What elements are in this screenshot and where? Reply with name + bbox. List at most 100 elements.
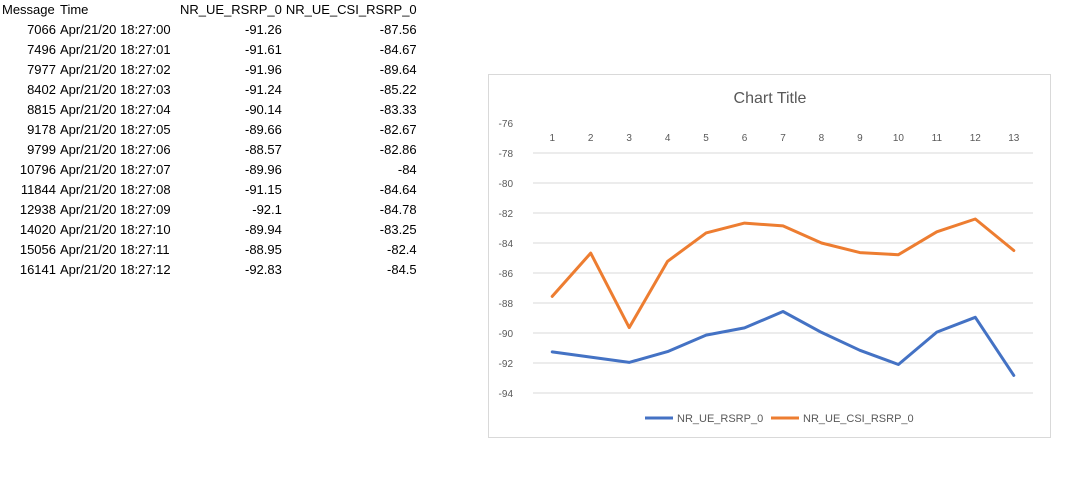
chart-canvas: Chart Title -76-78-80-82-84-86-88-90-92-… — [499, 90, 1033, 425]
cell-message: 7066 — [27, 22, 56, 37]
cell-nr-ue-csi-rsrp: -84.78 — [379, 202, 417, 217]
table-header-row: Message Time NR_UE_RSRP_0 NR_UE_CSI_RSRP… — [0, 0, 419, 20]
y-tick-label: -76 — [499, 119, 514, 130]
y-tick-label: -94 — [499, 389, 514, 400]
y-tick-label: -88 — [499, 299, 514, 310]
x-tick-label: 9 — [857, 133, 863, 144]
cell-message: 7496 — [27, 42, 56, 57]
legend: NR_UE_RSRP_0 NR_UE_CSI_RSRP_0 — [645, 413, 914, 425]
cell-time: Apr/21/20 18:27:08 — [60, 182, 171, 197]
data-table: Message Time NR_UE_RSRP_0 NR_UE_CSI_RSRP… — [0, 0, 419, 280]
cell-nr-ue-rsrp: -91.26 — [245, 22, 282, 37]
cell-nr-ue-rsrp: -91.24 — [245, 82, 282, 97]
series-lines — [550, 217, 1016, 377]
cell-nr-ue-csi-rsrp: -82.4 — [387, 242, 417, 257]
cell-nr-ue-rsrp: -92.1 — [252, 202, 282, 217]
cell-nr-ue-csi-rsrp: -84 — [397, 162, 417, 177]
cell-message: 8402 — [27, 82, 56, 97]
cell-time: Apr/21/20 18:27:02 — [60, 62, 171, 77]
x-tick-label: 10 — [893, 133, 905, 144]
x-tick-label: 13 — [1008, 133, 1020, 144]
cell-time: Apr/21/20 18:27:07 — [60, 162, 171, 177]
cell-time: Apr/21/20 18:27:12 — [60, 262, 171, 277]
cell-message: 8815 — [27, 102, 56, 117]
y-tick-label: -78 — [499, 149, 514, 160]
table-row: 7066 Apr/21/20 18:27:00 -91.26 -87.56 — [0, 20, 419, 40]
cell-nr-ue-csi-rsrp: -82.86 — [379, 142, 417, 157]
cell-nr-ue-rsrp: -90.14 — [245, 102, 282, 117]
x-tick-label: 12 — [970, 133, 982, 144]
cell-message: 15056 — [19, 242, 56, 257]
cell-nr-ue-csi-rsrp: -84.67 — [379, 42, 417, 57]
header-nr-ue-csi-rsrp: NR_UE_CSI_RSRP_0 — [285, 2, 417, 17]
x-tick-label: 7 — [780, 133, 786, 144]
line-chart: Chart Title -76 -78 -80 -82 -84 -86 -88 -90 -92-… — [488, 74, 1051, 438]
cell-nr-ue-rsrp: -91.96 — [245, 62, 282, 77]
cell-message: 16141 — [19, 262, 56, 277]
legend-label: NR_UE_RSRP_0 — [677, 413, 763, 425]
cell-nr-ue-csi-rsrp: -82.67 — [379, 122, 417, 137]
legend-label: NR_UE_CSI_RSRP_0 — [803, 413, 914, 425]
x-tick-label: 8 — [819, 133, 825, 144]
cell-message: 9178 — [27, 122, 56, 137]
table-row: 12938 Apr/21/20 18:27:09 -92.1 -84.78 — [0, 200, 419, 220]
y-tick-label: -86 — [499, 269, 514, 280]
cell-nr-ue-rsrp: -89.94 — [245, 222, 282, 237]
x-axis-ticks: 1 2 3 4 5 6 7 8 9 10 11 12 13 — [549, 133, 1019, 144]
y-tick-label: -82 — [499, 209, 514, 220]
table-row: 8815 Apr/21/20 18:27:04 -90.14 -83.33 — [0, 100, 419, 120]
chart-title: Chart Title — [734, 90, 807, 107]
cell-message: 10796 — [19, 162, 56, 177]
cell-nr-ue-rsrp: -91.61 — [245, 42, 282, 57]
y-tick-label: -84 — [499, 239, 514, 250]
table-row: 7496 Apr/21/20 18:27:01 -91.61 -84.67 — [0, 40, 419, 60]
y-tick-label: -92 — [499, 359, 514, 370]
cell-nr-ue-csi-rsrp: -84.5 — [387, 262, 417, 277]
cell-nr-ue-csi-rsrp: -83.33 — [379, 102, 417, 117]
table-row: 7977 Apr/21/20 18:27:02 -91.96 -89.64 — [0, 60, 419, 80]
gridlines — [533, 152, 1033, 394]
cell-time: Apr/21/20 18:27:11 — [60, 242, 170, 257]
y-axis-ticks: -76 -78 -80 -82 -84 -86 -88 -90 -92 -94 — [499, 119, 514, 400]
cell-nr-ue-rsrp: -88.95 — [245, 242, 282, 257]
x-tick-label: 11 — [932, 133, 943, 144]
cell-time: Apr/21/20 18:27:04 — [60, 102, 171, 117]
cell-message: 11844 — [20, 182, 56, 197]
cell-nr-ue-rsrp: -89.96 — [245, 162, 282, 177]
table-row: 15056 Apr/21/20 18:27:11 -88.95 -82.4 — [0, 240, 419, 260]
header-nr-ue-rsrp: NR_UE_RSRP_0 — [180, 2, 282, 17]
cell-nr-ue-csi-rsrp: -87.56 — [379, 22, 417, 37]
cell-message: 7977 — [27, 62, 56, 77]
y-tick-label: -80 — [499, 179, 514, 190]
cell-message: 9799 — [27, 142, 56, 157]
x-tick-label: 3 — [626, 133, 632, 144]
cell-nr-ue-rsrp: -91.15 — [245, 182, 282, 197]
cell-time: Apr/21/20 18:27:06 — [60, 142, 171, 157]
x-tick-label: 5 — [703, 133, 709, 144]
cell-nr-ue-csi-rsrp: -89.64 — [379, 62, 417, 77]
cell-message: 14020 — [19, 222, 56, 237]
cell-nr-ue-csi-rsrp: -85.22 — [379, 82, 417, 97]
table-row: 10796 Apr/21/20 18:27:07 -89.96 -84 — [0, 160, 419, 180]
x-tick-label: 6 — [742, 133, 748, 144]
cell-nr-ue-rsrp: -89.66 — [245, 122, 282, 137]
table-row: 9178 Apr/21/20 18:27:05 -89.66 -82.67 — [0, 120, 419, 140]
cell-time: Apr/21/20 18:27:03 — [60, 82, 171, 97]
cell-nr-ue-rsrp: -88.57 — [245, 142, 282, 157]
header-message: Message — [2, 2, 55, 17]
table-body: Message Time NR_UE_RSRP_0 NR_UE_CSI_RSRP… — [0, 0, 419, 280]
x-tick-label: 4 — [665, 133, 671, 144]
header-time: Time — [60, 2, 89, 17]
y-tick-label: -90 — [499, 329, 514, 340]
cell-time: Apr/21/20 18:27:05 — [60, 122, 171, 137]
table-row: 16141 Apr/21/20 18:27:12 -92.83 -84.5 — [0, 260, 419, 280]
table-row: 8402 Apr/21/20 18:27:03 -91.24 -85.22 — [0, 80, 419, 100]
x-tick-label: 1 — [549, 133, 555, 144]
cell-time: Apr/21/20 18:27:09 — [60, 202, 171, 217]
table-row: 9799 Apr/21/20 18:27:06 -88.57 -82.86 — [0, 140, 419, 160]
cell-time: Apr/21/20 18:27:01 — [60, 42, 171, 57]
table-row: 11844 Apr/21/20 18:27:08 -91.15 -84.64 — [0, 180, 419, 200]
cell-message: 12938 — [19, 202, 56, 217]
cell-time: Apr/21/20 18:27:00 — [60, 22, 171, 37]
cell-nr-ue-csi-rsrp: -83.25 — [379, 222, 417, 237]
